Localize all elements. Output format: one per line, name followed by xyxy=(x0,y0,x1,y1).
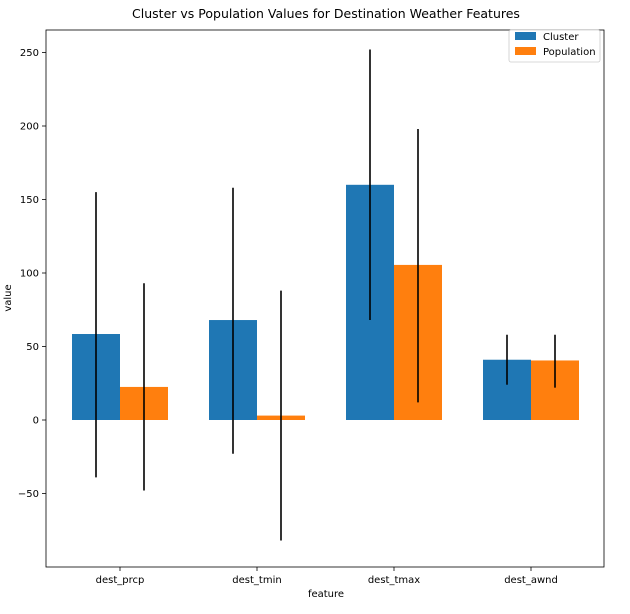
y-axis: −50 0 50 100 150 200 250 xyxy=(18,48,46,500)
legend-swatch-cluster xyxy=(515,32,536,40)
y-tick-label: 0 xyxy=(33,416,39,427)
x-axis: dest_prcp dest_tmin dest_tmax dest_awnd xyxy=(96,567,558,586)
legend-label-cluster: Cluster xyxy=(543,32,579,43)
legend-swatch-population xyxy=(515,47,536,55)
y-axis-label: value xyxy=(3,284,14,311)
x-axis-label: feature xyxy=(308,589,344,600)
y-tick-label: −50 xyxy=(18,489,39,500)
y-tick-label: 50 xyxy=(26,342,39,353)
y-tick-label: 150 xyxy=(20,195,39,206)
legend-label-population: Population xyxy=(543,47,596,58)
legend: Cluster Population xyxy=(508,29,601,63)
plot-area xyxy=(46,30,604,567)
plot-frame xyxy=(45,29,605,568)
error-bars-layer xyxy=(95,49,556,541)
y-tick-label: 200 xyxy=(20,122,39,133)
chart-title: Cluster vs Population Values for Destina… xyxy=(132,6,520,21)
y-tick-label: 250 xyxy=(20,48,39,59)
x-tick-label: dest_awnd xyxy=(504,575,558,586)
x-tick-label: dest_tmin xyxy=(232,575,281,586)
y-tick-label: 100 xyxy=(20,269,39,280)
x-tick-label: dest_prcp xyxy=(96,575,145,586)
x-tick-label: dest_tmax xyxy=(368,575,420,586)
